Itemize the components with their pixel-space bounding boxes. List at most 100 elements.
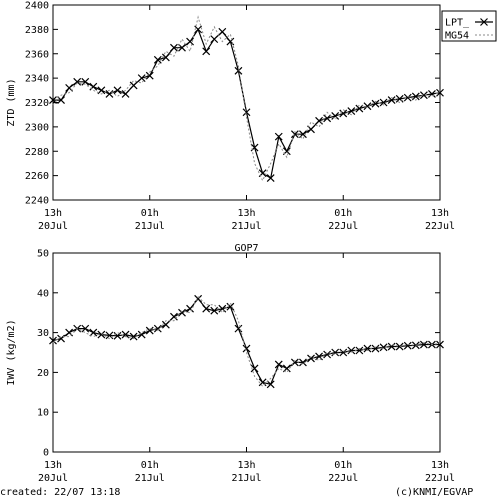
data-point-marker xyxy=(395,342,404,351)
data-point-marker xyxy=(363,344,372,353)
data-point-marker xyxy=(137,330,146,339)
data-point-marker xyxy=(105,331,114,340)
data-point-marker xyxy=(250,364,259,373)
legend-box xyxy=(441,10,497,42)
series-line-mg54 xyxy=(52,295,441,388)
data-point-marker xyxy=(242,344,251,353)
x-tick-date-label: 21Jul xyxy=(135,221,165,232)
data-point-marker xyxy=(81,324,90,333)
data-point-marker xyxy=(226,302,235,311)
data-point-marker xyxy=(105,90,114,98)
data-point-marker xyxy=(299,358,307,367)
data-point-marker xyxy=(202,47,211,56)
data-point-marker xyxy=(266,174,275,182)
ztd-chart: 2240 2260 2280 2300 2320 2340 2360 2380 2400 13h 2… xyxy=(6,1,497,232)
data-point-marker xyxy=(194,25,203,34)
data-point-marker xyxy=(97,86,106,95)
data-point-marker xyxy=(113,86,122,95)
data-point-marker xyxy=(49,336,57,345)
data-point-marker xyxy=(419,91,428,100)
x-tick-label: 01h xyxy=(334,208,352,219)
created-timestamp: created: 22/07 13:18 xyxy=(0,487,121,498)
data-point-marker xyxy=(170,43,178,52)
y-tick-label: 40 xyxy=(37,288,49,299)
x-tick-date-label: 22Jul xyxy=(328,473,358,484)
data-point-marker xyxy=(371,99,380,108)
data-point-marker xyxy=(258,378,267,387)
data-point-marker xyxy=(379,98,388,107)
series-line-mg54 xyxy=(52,15,441,182)
x-tick-label: 13h xyxy=(237,460,255,471)
legend-label: LPT_ xyxy=(445,18,470,29)
x-tick-label: 13h xyxy=(44,460,62,471)
data-point-marker xyxy=(299,130,307,139)
data-point-marker xyxy=(363,102,372,111)
series-line-lpt xyxy=(52,297,440,386)
data-point-marker xyxy=(178,308,186,317)
legend-label: MG54 xyxy=(445,31,469,42)
data-point-marker xyxy=(403,341,412,350)
y-axis-label: ZTD (mm) xyxy=(6,78,17,126)
data-point-marker xyxy=(371,344,380,353)
data-point-marker xyxy=(145,326,154,335)
data-point-marker xyxy=(97,330,106,339)
data-point-marker xyxy=(210,35,219,44)
data-point-marker xyxy=(242,108,251,117)
x-tick-date-label: 21Jul xyxy=(135,473,165,484)
data-point-marker xyxy=(202,304,211,313)
data-point-marker xyxy=(129,81,138,90)
data-point-marker xyxy=(153,324,162,333)
y-tick-label: 2300 xyxy=(25,122,49,133)
data-point-marker xyxy=(290,130,299,139)
legend-swatch-marker xyxy=(480,18,488,26)
x-tick-label: 01h xyxy=(141,208,159,219)
data-point-marker xyxy=(419,340,428,349)
chart-title: GOP7 xyxy=(234,243,258,254)
data-point-marker xyxy=(153,55,162,64)
data-point-marker xyxy=(178,43,186,52)
data-point-marker xyxy=(347,346,356,355)
y-tick-label: 2320 xyxy=(25,98,49,109)
data-point-marker xyxy=(186,37,194,46)
data-point-marker xyxy=(137,74,146,83)
x-tick-date-label: 21Jul xyxy=(231,473,261,484)
y-tick-label: 30 xyxy=(37,328,49,339)
x-tick-date-label: 20Jul xyxy=(38,473,68,484)
x-tick-date-label: 22Jul xyxy=(425,221,455,232)
copyright-credit: (c)KNMI/EGVAP xyxy=(395,487,474,498)
data-point-marker xyxy=(387,96,396,104)
data-point-marker xyxy=(81,77,90,86)
data-point-marker xyxy=(387,342,396,351)
data-point-marker xyxy=(436,340,444,349)
x-tick-label: 01h xyxy=(334,460,352,471)
data-point-marker xyxy=(339,348,348,357)
data-point-marker xyxy=(194,294,203,303)
data-point-marker xyxy=(331,111,340,120)
data-point-marker xyxy=(145,71,154,80)
x-tick-date-label: 20Jul xyxy=(38,221,68,232)
data-point-marker xyxy=(403,93,412,102)
y-tick-label: 2400 xyxy=(25,1,49,12)
data-point-marker xyxy=(218,27,227,36)
data-point-marker xyxy=(113,331,122,340)
data-point-marker xyxy=(89,82,98,91)
data-point-marker xyxy=(234,324,243,333)
x-tick-label: 01h xyxy=(141,460,159,471)
data-point-marker xyxy=(307,354,315,363)
data-point-marker xyxy=(355,104,364,113)
data-point-marker xyxy=(355,346,364,355)
data-point-marker xyxy=(121,330,130,339)
data-point-marker xyxy=(49,96,57,104)
y-tick-label: 2240 xyxy=(25,196,49,207)
data-point-marker xyxy=(186,304,194,313)
x-tick-date-label: 22Jul xyxy=(328,221,358,232)
data-point-marker xyxy=(170,312,178,321)
data-point-marker xyxy=(436,88,444,97)
y-tick-label: 2340 xyxy=(25,74,49,85)
y-tick-label: 20 xyxy=(37,368,49,379)
x-tick-date-label: 21Jul xyxy=(231,221,261,232)
data-point-marker xyxy=(161,53,170,62)
data-point-marker xyxy=(347,107,356,115)
data-point-marker xyxy=(266,380,275,389)
